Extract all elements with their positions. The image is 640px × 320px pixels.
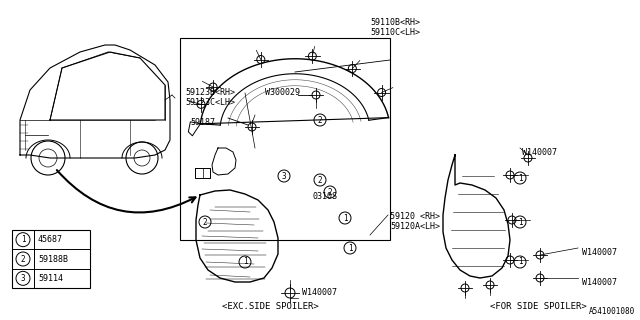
Text: A541001080: A541001080 <box>589 307 635 316</box>
Text: W140007: W140007 <box>522 148 557 157</box>
Text: 2: 2 <box>20 254 26 263</box>
Text: 45687: 45687 <box>38 235 63 244</box>
Text: 1: 1 <box>518 258 522 267</box>
Text: 3: 3 <box>20 274 26 283</box>
Text: <EXC.SIDE SPOILER>: <EXC.SIDE SPOILER> <box>221 302 318 311</box>
Text: 59114: 59114 <box>38 274 63 283</box>
Text: 59123C<LH>: 59123C<LH> <box>185 98 235 107</box>
Text: 59120A<LH>: 59120A<LH> <box>390 222 440 231</box>
Text: 1: 1 <box>20 235 26 244</box>
Text: W140007: W140007 <box>582 248 617 257</box>
Text: W140007: W140007 <box>302 288 337 297</box>
Text: 2: 2 <box>317 175 323 185</box>
Text: 59110C<LH>: 59110C<LH> <box>370 28 420 37</box>
Text: W140007: W140007 <box>582 278 617 287</box>
Text: 59120 <RH>: 59120 <RH> <box>390 212 440 221</box>
Text: 2: 2 <box>328 188 332 196</box>
Text: 2: 2 <box>203 218 207 227</box>
Bar <box>180 38 390 240</box>
Text: 1: 1 <box>342 213 348 222</box>
Text: 59187: 59187 <box>190 118 215 127</box>
Text: 1: 1 <box>243 258 247 267</box>
Text: 0310S: 0310S <box>312 192 337 201</box>
Text: 1: 1 <box>348 244 352 252</box>
Text: W300029: W300029 <box>265 88 300 97</box>
Text: 59188B: 59188B <box>38 254 68 263</box>
Text: 1: 1 <box>518 173 522 182</box>
Text: 59123B<RH>: 59123B<RH> <box>185 88 235 97</box>
Text: <FOR SIDE SPOILER>: <FOR SIDE SPOILER> <box>490 302 586 311</box>
Bar <box>12 230 90 288</box>
Text: 1: 1 <box>518 218 522 227</box>
Text: 3: 3 <box>282 172 286 180</box>
Text: 59110B<RH>: 59110B<RH> <box>370 18 420 27</box>
Text: 2: 2 <box>317 116 323 124</box>
